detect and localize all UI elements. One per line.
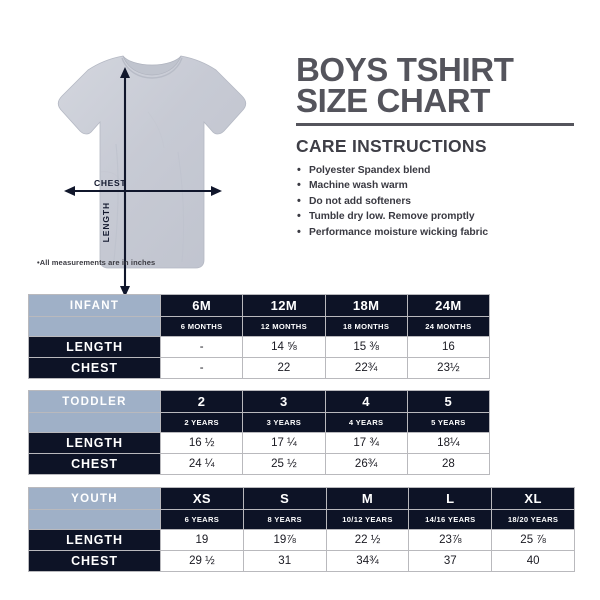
category-header-toddler: TODDLER: [28, 390, 161, 413]
measure-value-cell: 16 ½: [159, 432, 244, 454]
table-row: 2 YEARS 3 YEARS 4 YEARS 5 YEARS: [28, 412, 491, 433]
measure-value-cell: 15 ⅜: [324, 336, 408, 358]
age-header-cell: 24 MONTHS: [406, 316, 491, 337]
measure-value-cell: 28: [406, 453, 491, 475]
table-row: CHEST 24 ¼ 25 ½ 26¾ 28: [28, 453, 491, 475]
age-header-cell: 6 MONTHS: [159, 316, 244, 337]
age-header-cell: 3 YEARS: [242, 412, 326, 433]
age-header-cell: 18 MONTHS: [324, 316, 408, 337]
care-instruction-item: Do not add softeners: [296, 195, 574, 207]
category-subheader-blank: [28, 316, 161, 337]
measure-row-label: LENGTH: [28, 432, 161, 454]
category-header-infant: INFANT: [28, 294, 161, 317]
title-divider: [296, 123, 574, 126]
size-header-cell: 6M: [159, 294, 244, 317]
size-header-cell: S: [242, 487, 327, 510]
chest-dimension-label: CHEST: [94, 178, 127, 188]
size-header-cell: 3: [242, 390, 326, 413]
measure-value-cell: -: [159, 336, 244, 358]
tshirt-diagram: CHEST LENGTH: [28, 52, 278, 297]
measure-value-cell: 18¼: [406, 432, 491, 454]
measure-value-cell: 22¾: [324, 357, 408, 379]
care-instruction-item: Performance moisture wicking fabric: [296, 226, 574, 238]
age-header-cell: 14/16 YEARS: [408, 509, 493, 530]
table-row: YOUTH XS S M L XL: [28, 487, 575, 510]
care-instructions-list: Polyester Spandex blend Machine wash warm…: [296, 164, 574, 238]
table-row: 6 YEARS 8 YEARS 10/12 YEARS 14/16 YEARS 18/2…: [28, 509, 575, 530]
measure-value-cell: 14 ⅝: [242, 336, 326, 358]
measure-value-cell: 29 ½: [160, 550, 244, 572]
age-header-cell: 18/20 YEARS: [491, 509, 575, 530]
table-row: CHEST 29 ½ 31 34¾ 37 40: [28, 550, 575, 572]
size-header-cell: 18M: [324, 294, 408, 317]
age-header-cell: 5 YEARS: [406, 412, 491, 433]
measure-value-cell: 19: [160, 529, 244, 551]
measure-row-label: LENGTH: [28, 336, 161, 358]
care-instruction-item: Machine wash warm: [296, 179, 574, 191]
size-table-youth: YOUTH XS S M L XL 6 YEARS 8 YEARS 10/12 YEARS 14/…: [28, 487, 575, 572]
size-header-cell: XS: [160, 487, 244, 510]
measure-value-cell: 19⅞: [242, 529, 327, 551]
size-header-cell: 5: [406, 390, 491, 413]
page-title: BOYS TSHIRT SIZE CHART: [296, 51, 574, 119]
measure-value-cell: -: [159, 357, 244, 379]
size-header-cell: XL: [491, 487, 575, 510]
measure-row-label: CHEST: [28, 357, 161, 379]
measurements-note: •All measurements are in inches: [37, 258, 156, 267]
category-subheader-blank: [28, 412, 161, 433]
measure-value-cell: 31: [242, 550, 327, 572]
table-row: LENGTH -14 ⅝ 15 ⅜ 16: [28, 336, 491, 358]
chest-measure-arrow: [64, 186, 222, 196]
measure-value-cell: 25 ½: [242, 453, 326, 475]
length-measure-arrow: [120, 67, 130, 297]
age-header-cell: 2 YEARS: [159, 412, 244, 433]
measure-row-label: LENGTH: [28, 529, 161, 551]
measure-row-label: CHEST: [28, 453, 161, 475]
measure-value-cell: 26¾: [324, 453, 408, 475]
title-line-1: BOYS TSHIRT: [296, 51, 514, 88]
measure-value-cell: 17 ¾: [324, 432, 408, 454]
length-dimension-label: LENGTH: [101, 202, 111, 243]
category-header-youth: YOUTH: [28, 487, 161, 510]
size-table-infant: INFANT 6M 12M 18M 24M 6 MONTHS 12 MONTHS 18 MON…: [28, 294, 491, 379]
measure-value-cell: 34¾: [325, 550, 410, 572]
measure-value-cell: 24 ¼: [159, 453, 244, 475]
title-line-2: SIZE CHART: [296, 82, 491, 119]
measure-value-cell: 23½: [406, 357, 491, 379]
tshirt-illustration: [57, 55, 247, 297]
measure-value-cell: 17 ¼: [242, 432, 326, 454]
age-header-cell: 10/12 YEARS: [325, 509, 410, 530]
measure-value-cell: 22 ½: [325, 529, 410, 551]
care-instructions-heading: CARE INSTRUCTIONS: [296, 136, 487, 156]
table-row: CHEST -22 22¾ 23½: [28, 357, 491, 379]
size-header-cell: 2: [159, 390, 244, 413]
size-header-cell: 12M: [242, 294, 326, 317]
measure-row-label: CHEST: [28, 550, 161, 572]
measure-value-cell: 22: [242, 357, 326, 379]
size-table-toddler: TODDLER 2 3 4 5 2 YEARS 3 YEARS 4 YEARS 5 YEARS L…: [28, 390, 491, 475]
table-row: TODDLER 2 3 4 5: [28, 390, 491, 413]
table-row: LENGTH 19 19⅞ 22 ½ 23⅞ 25 ⅞: [28, 529, 575, 551]
measure-value-cell: 16: [406, 336, 491, 358]
size-header-cell: M: [325, 487, 410, 510]
table-row: INFANT 6M 12M 18M 24M: [28, 294, 491, 317]
size-header-cell: 24M: [406, 294, 491, 317]
measure-value-cell: 40: [491, 550, 575, 572]
care-instruction-item: Tumble dry low. Remove promptly: [296, 210, 574, 222]
size-header-cell: 4: [324, 390, 408, 413]
age-header-cell: 4 YEARS: [324, 412, 408, 433]
age-header-cell: 12 MONTHS: [242, 316, 326, 337]
measure-value-cell: 23⅞: [408, 529, 493, 551]
age-header-cell: 6 YEARS: [160, 509, 244, 530]
size-header-cell: L: [408, 487, 493, 510]
care-instruction-item: Polyester Spandex blend: [296, 164, 574, 176]
measure-value-cell: 25 ⅞: [491, 529, 575, 551]
measure-value-cell: 37: [408, 550, 493, 572]
title-panel: BOYS TSHIRT SIZE CHART CARE INSTRUCTIONS…: [296, 51, 574, 242]
table-row: LENGTH 16 ½ 17 ¼ 17 ¾ 18¼: [28, 432, 491, 454]
age-header-cell: 8 YEARS: [242, 509, 327, 530]
category-subheader-blank: [28, 509, 161, 530]
table-row: 6 MONTHS 12 MONTHS 18 MONTHS 24 MONTHS: [28, 316, 491, 337]
